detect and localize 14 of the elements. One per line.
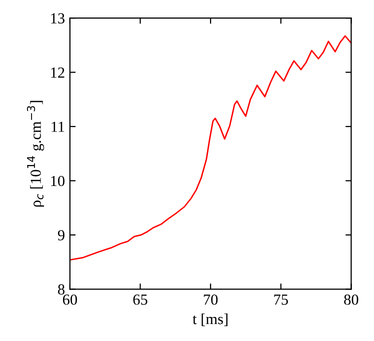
y-tick-label: 11	[52, 122, 64, 132]
x-tick-label: 70	[204, 294, 218, 305]
x-tick-label: 65	[133, 294, 148, 305]
y-axis-title: ρ$_{c}$ [10$^{14}$ g.cm$^{−3}$]	[26, 100, 44, 207]
y-tick-label: 10	[51, 176, 64, 186]
x-axis-title: t [ms]	[192, 313, 228, 326]
y-tick-label: 12	[51, 67, 64, 78]
y-tick-label: 13	[51, 13, 64, 24]
x-tick-label: 75	[274, 294, 288, 305]
y-tick-label: 9	[58, 230, 64, 240]
y-tick-label: 8	[58, 284, 64, 295]
x-tick-label: 60	[62, 294, 77, 305]
line-series	[70, 35, 352, 261]
x-tick-label: 80	[344, 294, 358, 305]
